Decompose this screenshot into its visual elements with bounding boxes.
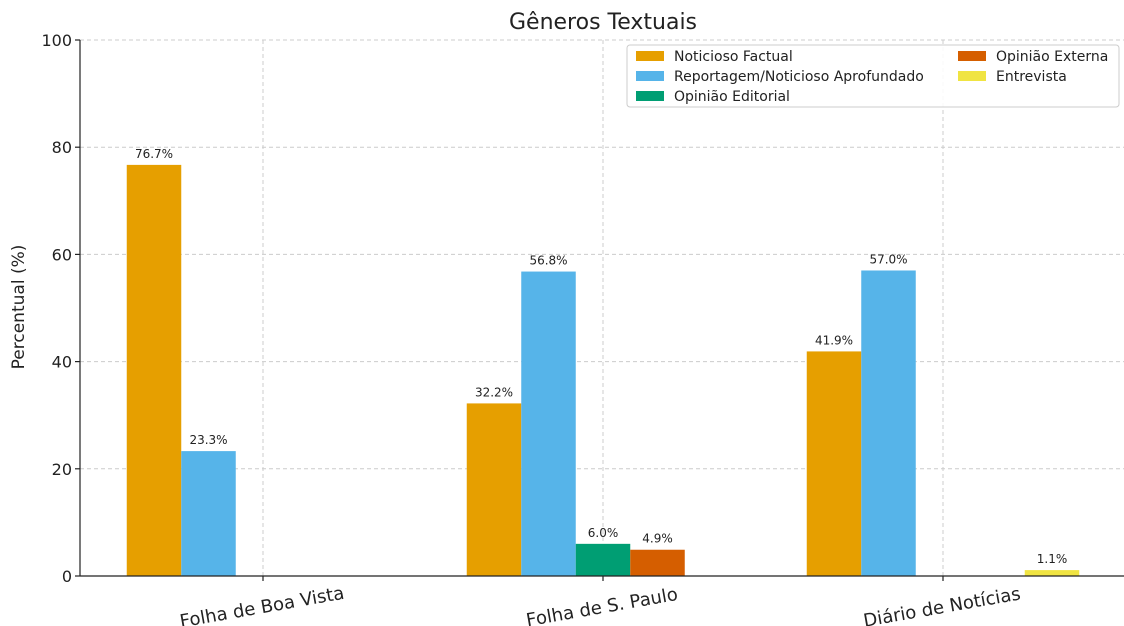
y-tick-label: 80 xyxy=(52,138,72,157)
legend-frame xyxy=(626,44,1120,108)
legend-label: Opinião Editorial xyxy=(674,89,790,105)
bar xyxy=(521,271,576,576)
legend-label: Opinião Externa xyxy=(996,49,1108,65)
data-label: 6.0% xyxy=(588,526,619,540)
bars xyxy=(126,164,1080,576)
bar xyxy=(806,351,862,576)
y-tick-label: 100 xyxy=(41,31,72,50)
y-tick-label: 40 xyxy=(52,353,72,372)
bar xyxy=(466,403,522,576)
data-label: 4.9% xyxy=(642,532,673,546)
data-label: 41.9% xyxy=(815,333,853,347)
x-tick-label: Diário de Notícias xyxy=(862,583,1022,626)
x-tick-label: Folha de Boa Vista xyxy=(178,583,346,626)
x-tick-label: Folha de S. Paulo xyxy=(525,584,680,626)
grid-lines xyxy=(80,39,1124,577)
y-axis-label: Percentual (%) xyxy=(9,245,29,370)
bar xyxy=(126,164,182,576)
data-label: 1.1% xyxy=(1037,552,1068,566)
legend-swatch xyxy=(958,51,986,61)
data-label: 76.7% xyxy=(135,147,173,161)
legend-label: Reportagem/Noticioso Aprofundado xyxy=(674,69,924,85)
x-tick-labels: Folha de Boa Vista Folha de S. Paulo Diári… xyxy=(178,576,1022,626)
bar xyxy=(575,543,631,576)
bar xyxy=(861,270,916,576)
legend-swatch xyxy=(636,91,664,101)
legend-swatch xyxy=(636,71,664,81)
data-label: 57.0% xyxy=(869,252,907,266)
legend-label: Entrevista xyxy=(996,69,1067,85)
chart-title: Gêneros Textuais xyxy=(509,10,697,35)
data-label: 23.3% xyxy=(189,433,227,447)
value-labels: 76.7% 32.2% 41.9% 23.3% 56.8% 57.0% 6.0% 4.9% 1.… xyxy=(135,147,1067,566)
data-label: 32.2% xyxy=(475,385,513,399)
legend-swatch xyxy=(636,51,664,61)
bar xyxy=(181,451,236,576)
bar xyxy=(630,549,685,576)
data-label: 56.8% xyxy=(529,254,567,268)
bar xyxy=(1024,570,1080,576)
legend-label: Noticioso Factual xyxy=(674,49,793,65)
y-tick-label: 60 xyxy=(52,245,72,264)
legend: Noticioso Factual Reportagem/Noticioso Ap… xyxy=(626,44,1120,108)
legend-swatch xyxy=(958,71,986,81)
y-tick-label: 0 xyxy=(62,567,72,586)
y-tick-label: 20 xyxy=(52,460,72,479)
y-tick-labels: 0 20 40 60 80 100 xyxy=(41,31,80,586)
